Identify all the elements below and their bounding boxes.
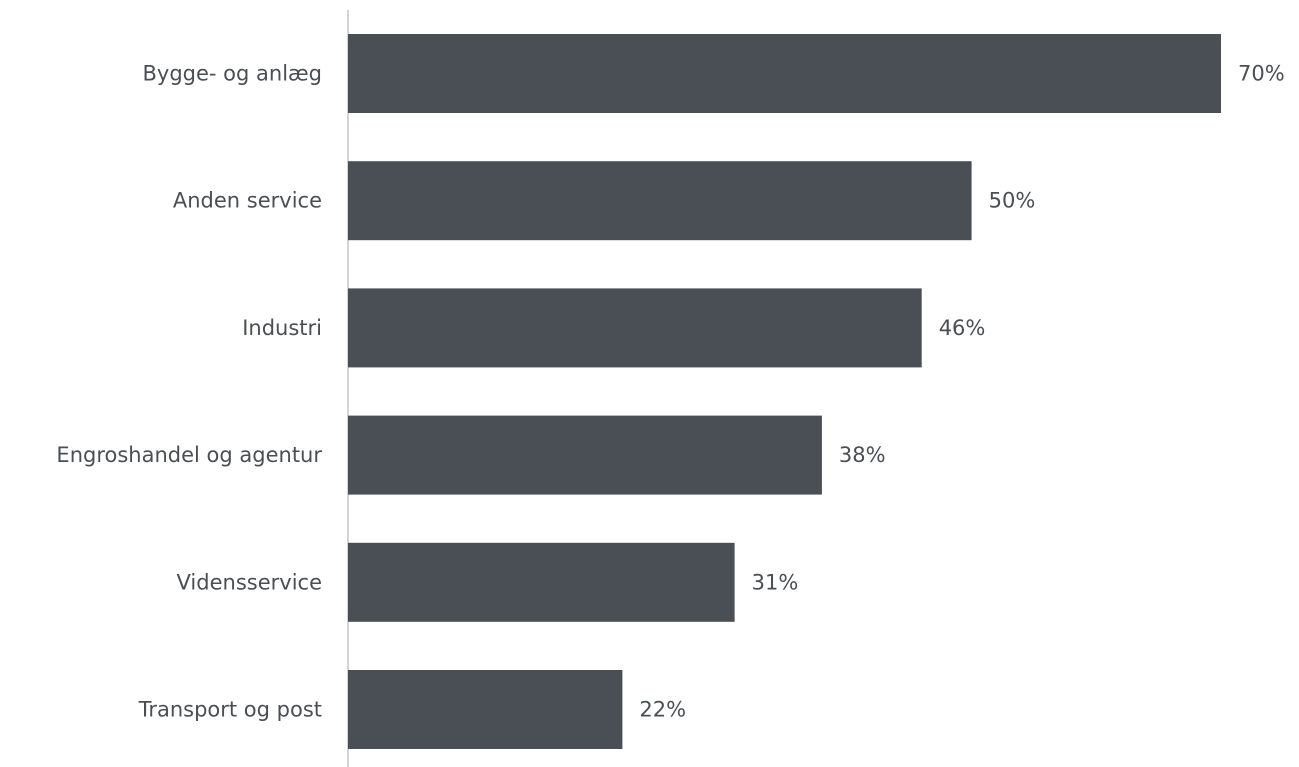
category-label: Transport og post xyxy=(138,698,322,722)
category-label: Engroshandel og agentur xyxy=(56,443,322,467)
category-label: Industri xyxy=(242,316,322,340)
bar xyxy=(348,542,735,622)
bar xyxy=(348,161,972,241)
value-label: 70% xyxy=(1238,62,1285,86)
category-labels-group: Bygge- og anlæg Anden service Industri Engr… xyxy=(56,62,322,722)
value-label: 50% xyxy=(989,189,1036,213)
bar xyxy=(348,670,623,749)
value-label: 22% xyxy=(639,698,686,722)
value-label: 38% xyxy=(839,443,886,467)
bar xyxy=(348,415,822,495)
bars-group xyxy=(348,34,1221,749)
value-label: 46% xyxy=(939,316,986,340)
bar xyxy=(348,34,1221,113)
bar xyxy=(348,288,922,368)
category-label: Bygge- og anlæg xyxy=(143,62,322,86)
category-label: Vidensservice xyxy=(177,570,322,594)
category-label: Anden service xyxy=(173,189,322,213)
value-label: 31% xyxy=(752,570,799,594)
value-labels-group: 70% 50% 46% 38% 31% 22% xyxy=(639,62,1284,722)
